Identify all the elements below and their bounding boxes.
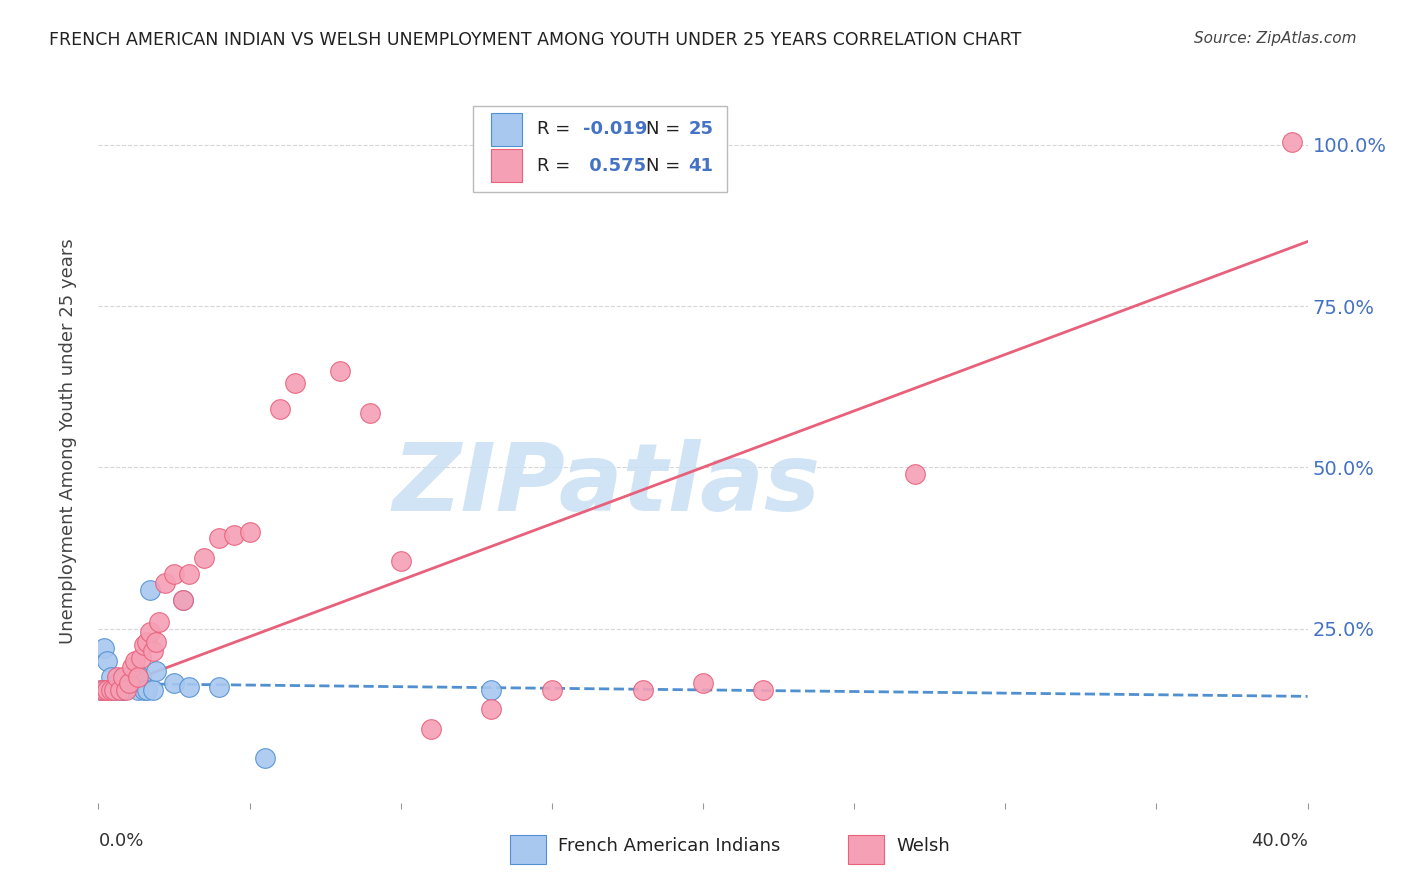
Point (540, 682, 562, 697)
Text: R =: R = (537, 156, 576, 175)
Point (139, 624, 162, 639)
Point (103, 682, 125, 697)
Point (481, 702, 503, 716)
Point (389, 554, 412, 568)
Point (420, 722, 443, 736)
Point (142, 644, 165, 658)
Text: N =: N = (647, 120, 686, 138)
Point (179, 566, 201, 581)
FancyBboxPatch shape (474, 105, 727, 193)
Point (111, 670, 134, 684)
Point (269, 402, 291, 417)
Text: 0.575: 0.575 (583, 156, 647, 175)
Text: R =: R = (537, 120, 576, 138)
Y-axis label: Unemployment Among Youth under 25 years: Unemployment Among Youth under 25 years (59, 239, 77, 644)
Point (163, 566, 186, 581)
Point (108, 682, 131, 697)
Point (135, 682, 157, 697)
Point (135, 634, 157, 648)
Text: N =: N = (647, 156, 686, 175)
FancyBboxPatch shape (492, 113, 522, 145)
Text: Source: ZipAtlas.com: Source: ZipAtlas.com (1194, 31, 1357, 46)
Point (127, 682, 149, 697)
Point (145, 634, 167, 648)
Point (96, 654, 118, 668)
Point (118, 680, 141, 694)
Point (163, 676, 186, 690)
Point (692, 676, 714, 690)
Point (132, 638, 155, 652)
Point (904, 467, 927, 481)
Point (100, 670, 122, 684)
Point (105, 676, 128, 690)
Point (1281, 135, 1303, 149)
Text: 25: 25 (689, 120, 713, 138)
Point (111, 682, 134, 697)
Point (129, 670, 152, 684)
Point (284, 376, 307, 391)
Point (127, 670, 149, 684)
Text: Welsh: Welsh (897, 838, 950, 855)
Point (153, 576, 176, 591)
Point (208, 531, 231, 545)
Point (90, 682, 112, 697)
Point (108, 682, 131, 697)
Point (139, 582, 162, 597)
Point (631, 682, 654, 697)
Point (360, 405, 382, 419)
Point (121, 670, 143, 684)
FancyBboxPatch shape (492, 149, 522, 182)
Point (93, 682, 115, 697)
Point (96, 682, 118, 697)
Text: ZIPatlas: ZIPatlas (392, 439, 820, 531)
Text: FRENCH AMERICAN INDIAN VS WELSH UNEMPLOYMENT AMONG YOUTH UNDER 25 YEARS CORRELAT: FRENCH AMERICAN INDIAN VS WELSH UNEMPLOY… (49, 31, 1022, 49)
Point (100, 682, 122, 697)
Point (752, 682, 775, 697)
Point (114, 673, 136, 688)
Point (239, 524, 262, 539)
Point (118, 676, 141, 690)
Text: French American Indians: French American Indians (558, 838, 780, 855)
Point (481, 682, 503, 697)
Point (172, 592, 194, 607)
Point (329, 363, 352, 377)
Point (124, 654, 146, 668)
Point (172, 592, 194, 607)
Point (114, 682, 136, 697)
Text: 41: 41 (689, 156, 713, 175)
Point (105, 670, 128, 684)
Text: 0.0%: 0.0% (98, 831, 143, 850)
Point (179, 680, 201, 694)
Point (148, 615, 170, 630)
Text: -0.019: -0.019 (583, 120, 648, 138)
FancyBboxPatch shape (848, 835, 884, 864)
Point (129, 650, 152, 665)
Point (124, 664, 146, 678)
FancyBboxPatch shape (509, 835, 546, 864)
Point (121, 660, 143, 674)
Point (142, 682, 165, 697)
Point (132, 682, 155, 697)
Point (253, 750, 276, 764)
Text: 40.0%: 40.0% (1251, 831, 1308, 850)
Point (103, 682, 125, 697)
Point (93, 640, 115, 655)
Point (224, 528, 246, 542)
Point (90, 682, 112, 697)
Point (145, 664, 167, 678)
Point (208, 680, 231, 694)
Point (193, 550, 215, 565)
